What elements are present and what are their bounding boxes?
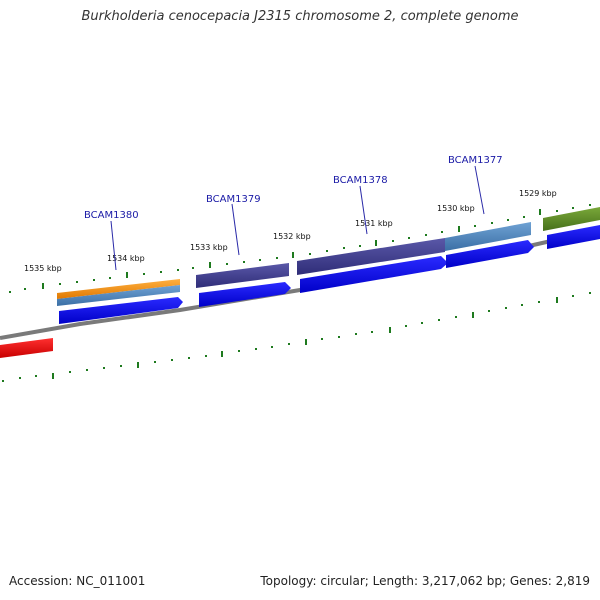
cds-arrow-right-edge[interactable]	[547, 225, 600, 249]
cog-bar-bcam1380-orange[interactable]	[57, 279, 180, 299]
cds-arrow-bcam1377[interactable]	[446, 240, 534, 268]
gene-label-lines	[110, 165, 485, 271]
gene-label-bcam1379[interactable]: BCAM1379	[206, 194, 261, 205]
kbp-label-1531: 1531 kbp	[355, 219, 393, 228]
kbp-label-1532: 1532 kbp	[273, 232, 311, 241]
genome-summary-text: Topology: circular; Length: 3,217,062 bp…	[260, 574, 590, 588]
gene-label-bcam1380[interactable]: BCAM1380	[84, 210, 139, 221]
gene-label-bcam1378[interactable]: BCAM1378	[333, 175, 388, 186]
gene-label-bcam1377[interactable]: BCAM1377	[448, 155, 503, 166]
cds-arrow-bcam1379[interactable]	[199, 282, 291, 307]
kbp-label-1533: 1533 kbp	[190, 243, 228, 252]
cog-bar-bcam1378[interactable]	[297, 238, 445, 275]
cog-bar-bcam1377[interactable]	[445, 222, 531, 251]
kbp-label-1530: 1530 kbp	[437, 204, 475, 213]
cds-arrow-bcam1378[interactable]	[300, 256, 448, 293]
cog-bar-right-olive[interactable]	[543, 207, 600, 231]
kbp-label-1535: 1535 kbp	[24, 264, 62, 273]
cog-bar-left-red[interactable]	[0, 338, 53, 358]
cds-arrow-bcam1380[interactable]	[59, 297, 183, 324]
lower-tick-track	[2, 292, 591, 382]
upper-tick-track	[9, 204, 591, 293]
cog-bar-bcam1380-steel[interactable]	[57, 285, 180, 306]
cog-bar-bcam1379[interactable]	[196, 263, 289, 288]
accession-text: Accession: NC_011001	[9, 574, 146, 588]
kbp-label-1534: 1534 kbp	[107, 254, 145, 263]
kbp-label-1529: 1529 kbp	[519, 189, 557, 198]
map-title: Burkholderia cenocepacia J2315 chromosom…	[81, 9, 519, 24]
